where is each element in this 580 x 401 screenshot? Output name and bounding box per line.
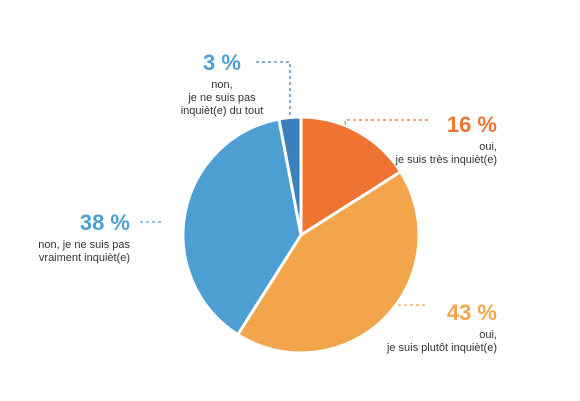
pie-slice-4 xyxy=(277,115,303,237)
slice-1-label-line-2: je suis très inquièt(e) xyxy=(395,154,498,166)
slice-4-label-line-3: inquièt(e) du tout xyxy=(181,105,264,117)
slice-4-label-line-1: non, xyxy=(211,79,232,91)
pie-slices xyxy=(181,115,421,355)
pie-slice-3 xyxy=(181,117,303,337)
leader-lines xyxy=(140,61,428,306)
slice-2-label-line-2: je suis plutôt inquièt(e) xyxy=(386,342,497,354)
slice-4-label-line-2: je ne suis pas xyxy=(187,92,256,104)
slice-3-percent-label: 38 % xyxy=(80,210,130,235)
slice-3-label-line-2: vraiment inquièt(e) xyxy=(39,252,130,264)
slice-4-percent-label: 3 % xyxy=(203,50,241,75)
pie-slice-2 xyxy=(236,170,421,355)
pie-slice-1 xyxy=(299,115,403,237)
slice-1-label-line-1: oui, xyxy=(479,141,497,153)
slice-3-label-line-1: non, je ne suis pas xyxy=(38,239,130,251)
slice-2-label-line-1: oui, xyxy=(479,329,497,341)
slice-1-percent-label: 16 % xyxy=(447,112,497,137)
slice-2-percent-label: 43 % xyxy=(447,300,497,325)
